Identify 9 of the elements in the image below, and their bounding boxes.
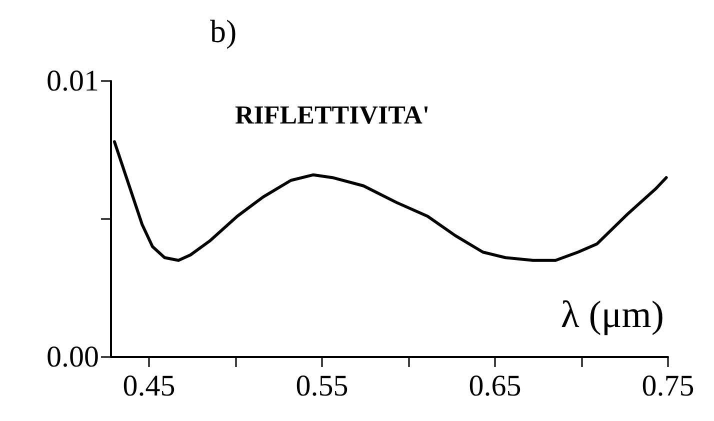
annotation: RIFLETTIVITA' xyxy=(235,100,430,130)
y-tick-label: 0.01 xyxy=(46,64,99,98)
y-tick-label: 0.00 xyxy=(46,340,99,374)
chart-title: b) xyxy=(210,13,237,49)
x-tick-label: 0.75 xyxy=(642,370,694,402)
x-axis-title: λ (μm) xyxy=(560,294,664,336)
x-tick-label: 0.45 xyxy=(122,370,176,402)
x-tick-label: 0.55 xyxy=(296,370,348,402)
x-tick-label: 0.65 xyxy=(468,370,522,402)
